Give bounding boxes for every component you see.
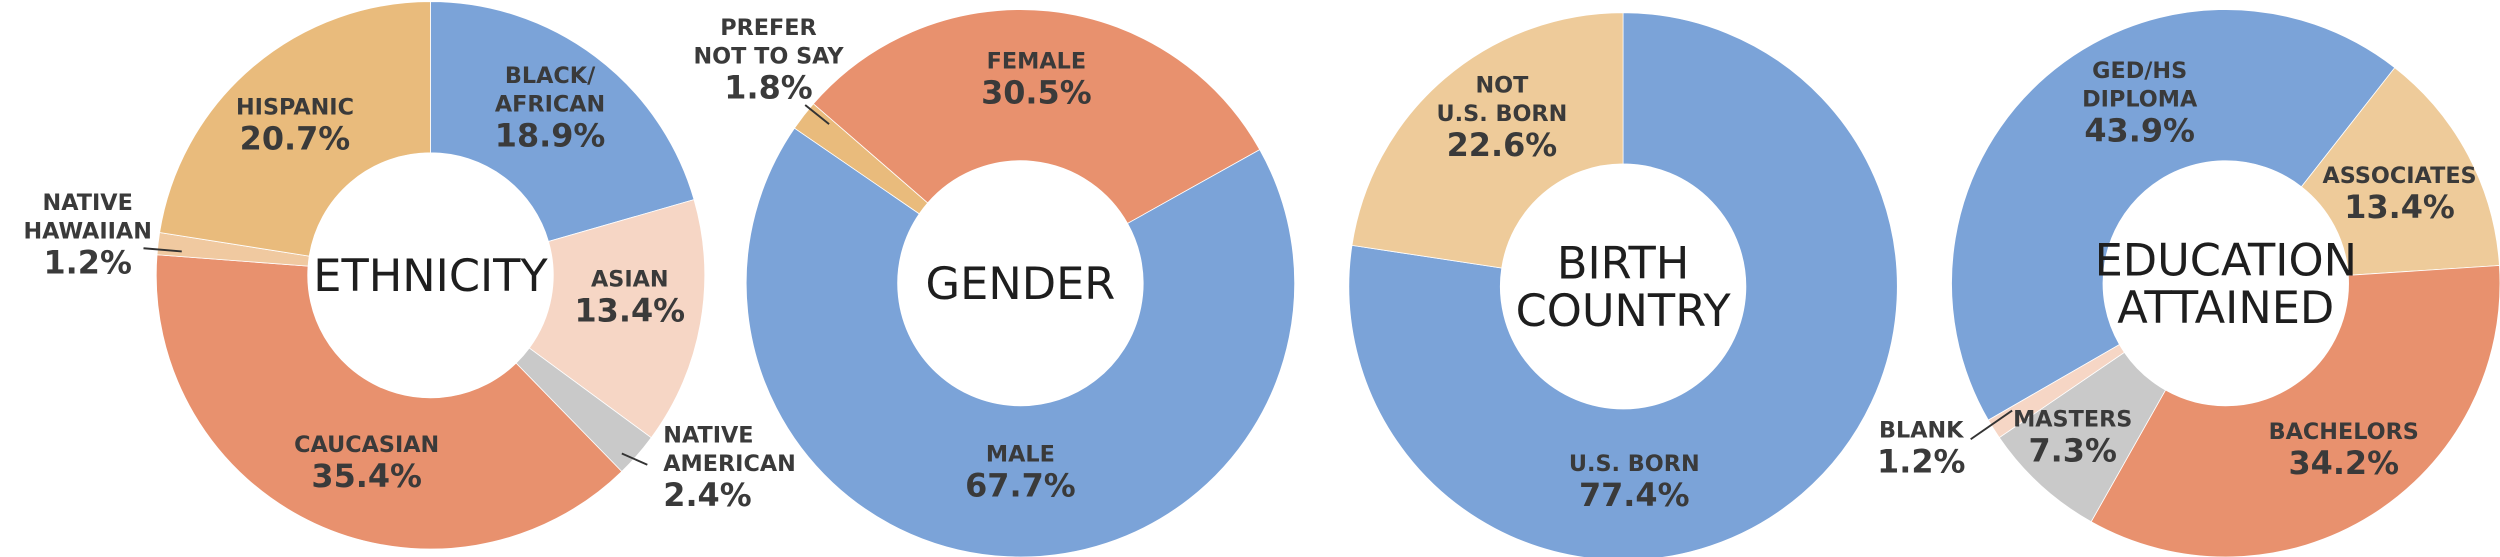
value-label: 13.4% — [2344, 188, 2455, 226]
center-title: ETHNICITY — [313, 250, 548, 302]
value-label: 34.2% — [2288, 444, 2399, 482]
value-label: 13.4% — [574, 291, 685, 329]
slice-label: HISPANIC — [236, 95, 354, 121]
slice-label: ASIAN — [591, 266, 669, 292]
value-label: 7.3% — [2029, 432, 2117, 470]
slice-label: BLACK/AFRICAN — [495, 63, 605, 118]
slice-label: PREFER NOT TO SAY — [694, 15, 845, 70]
value-label: 22.6% — [1447, 126, 1558, 164]
slice-label: NATIVE AMERICAN — [663, 422, 796, 477]
chart-area: ETHNICITYBLACK/AFRICAN18.9%ASIAN13.4%NAT… — [23, 1, 2500, 557]
value-label: 43.9% — [2084, 112, 2195, 150]
value-label: 20.7% — [240, 120, 351, 158]
leader-line — [621, 452, 648, 466]
value-label: 1.8% — [724, 69, 812, 107]
donut-hole — [307, 152, 554, 398]
slice-label: NOT U.S. BORN — [1437, 72, 1568, 127]
value-label: 1.2% — [43, 244, 131, 282]
leader-line — [143, 247, 182, 253]
leader-line — [1970, 409, 2013, 441]
value-label: 35.4% — [311, 457, 422, 495]
slice-label: U.S. BORN — [1569, 451, 1700, 477]
value-label: 77.4% — [1579, 476, 1690, 514]
slice-label: CAUCASIAN — [294, 432, 439, 458]
slice-label: MASTERS — [2013, 407, 2132, 433]
value-label: 30.5% — [981, 73, 1092, 111]
donut-hole — [1500, 163, 1746, 409]
slice-label: ASSOCIATES — [2322, 163, 2476, 189]
slice-label: BLANK — [1879, 418, 1964, 444]
center-title: BIRTH COUNTRY — [1516, 238, 1732, 338]
slice-label: BACHELORS — [2269, 419, 2419, 445]
donut-hole — [2103, 160, 2349, 406]
slice-label: NATIVE HAWAIIAN — [23, 190, 151, 245]
slice-label: GED/HS DIPLOMA — [2082, 58, 2198, 113]
value-label: 18.9% — [495, 116, 606, 154]
value-label: 2.4% — [663, 476, 751, 514]
center-title: EDUCATION ATTAINED — [2095, 234, 2357, 334]
slice-label: MALE — [986, 442, 1055, 468]
donut-hole — [897, 160, 1144, 406]
value-label: 1.2% — [1877, 443, 1965, 481]
center-title: GENDER — [926, 258, 1116, 310]
slice — [2090, 265, 2500, 557]
slice — [1348, 12, 1898, 557]
value-label: 67.7% — [965, 467, 1076, 505]
slice-label: FEMALE — [987, 48, 1086, 74]
leader-line — [804, 104, 830, 125]
